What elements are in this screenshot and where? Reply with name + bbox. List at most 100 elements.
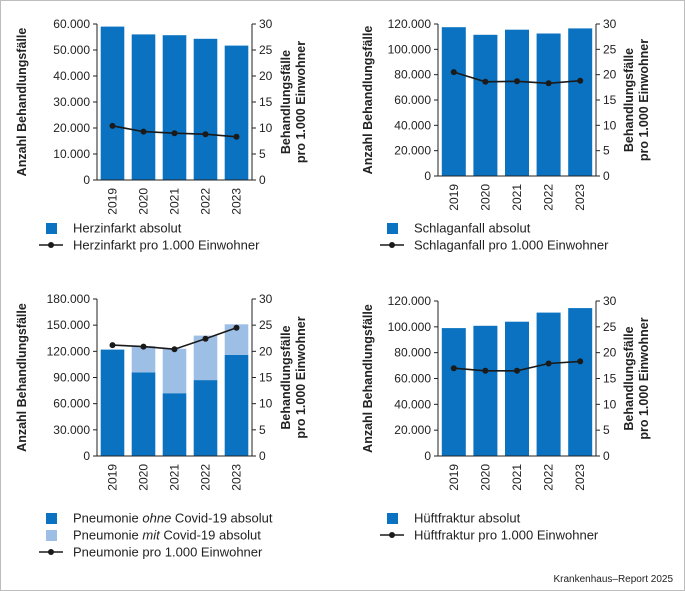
legend-label-part: Pneumonie bbox=[73, 528, 142, 543]
bar-1-2020 bbox=[473, 325, 498, 456]
chart-panel-4: 0 20.000 40.000 60.000 80.000 100.000 120.000 0… bbox=[361, 294, 651, 543]
legend-swatch bbox=[46, 530, 57, 541]
legend-label-part: Hüftfraktur pro 1.000 Einwohner bbox=[414, 528, 599, 543]
y-tick-label: 40.000 bbox=[53, 69, 90, 83]
bar-1-2021 bbox=[505, 321, 529, 456]
y-tick-label: 30.000 bbox=[53, 423, 90, 437]
y2-tick-label: 10 bbox=[259, 397, 273, 411]
x-tick-label: 2023 bbox=[573, 464, 587, 491]
y2-axis-title-line: pro 1.000 Einwohner bbox=[637, 39, 651, 161]
bar-2-2020 bbox=[131, 346, 156, 373]
y2-tick-label: 10 bbox=[603, 118, 617, 132]
bar-1-2022 bbox=[536, 312, 561, 456]
y-tick-label: 100.000 bbox=[388, 42, 432, 56]
y2-tick-label: 5 bbox=[259, 147, 266, 161]
bar-1-2021 bbox=[162, 35, 187, 181]
legend-label: Herzinfarkt absolut bbox=[73, 221, 182, 236]
line-point-2021 bbox=[171, 130, 178, 137]
legend-label-part: Covid-19 absolut bbox=[171, 511, 273, 526]
line-point-2023 bbox=[233, 133, 240, 140]
x-tick-label: 2019 bbox=[106, 464, 120, 491]
y-tick-label: 90.000 bbox=[53, 371, 90, 385]
legend-swatch bbox=[387, 513, 398, 524]
y-tick-label: 30.000 bbox=[53, 95, 90, 109]
bar-1-2019 bbox=[100, 349, 125, 456]
bar-2-2022 bbox=[193, 335, 218, 381]
legend-label-part: Hüftfraktur absolut bbox=[414, 511, 521, 526]
y-axis-title: Anzahl Behandlungsfälle bbox=[15, 28, 29, 177]
line-point-2019 bbox=[109, 122, 116, 129]
y2-tick-label: 20 bbox=[603, 68, 617, 82]
legend-label-part: Herzinfarkt absolut bbox=[73, 221, 182, 236]
bar-2-2021 bbox=[162, 348, 187, 394]
x-tick-label: 2022 bbox=[542, 464, 556, 491]
legend-label-part: Schlaganfall pro 1.000 Einwohner bbox=[414, 238, 609, 253]
y2-tick-label: 0 bbox=[603, 449, 610, 463]
y2-axis-title-line: Behandlungsfälle bbox=[622, 326, 636, 430]
bar-1-2020 bbox=[131, 372, 156, 456]
y2-tick-label: 15 bbox=[259, 371, 273, 385]
y2-axis-title-line: pro 1.000 Einwohner bbox=[294, 316, 308, 438]
y-tick-label: 60.000 bbox=[394, 372, 431, 386]
x-tick-label: 2021 bbox=[510, 184, 524, 211]
line-point-2021 bbox=[171, 346, 178, 353]
bar-1-2023 bbox=[568, 308, 593, 456]
bar-1-2020 bbox=[131, 34, 156, 181]
y2-tick-label: 0 bbox=[603, 169, 610, 183]
legend-line-marker bbox=[389, 242, 395, 248]
x-tick-label: 2019 bbox=[106, 188, 120, 215]
line-point-2022 bbox=[202, 131, 209, 138]
bar-1-2022 bbox=[536, 33, 561, 176]
y2-tick-label: 25 bbox=[259, 318, 273, 332]
y2-tick-label: 30 bbox=[259, 17, 273, 31]
legend-swatch bbox=[46, 513, 57, 524]
chart-panel-1: 0 10.000 20.000 30.000 40.000 50.000 60.000 0 5 1… bbox=[15, 17, 308, 253]
y-tick-label: 80.000 bbox=[394, 346, 431, 360]
y2-axis-title-line: pro 1.000 Einwohner bbox=[637, 317, 651, 439]
legend-label: Pneumonie ohne Covid-19 absolut bbox=[73, 511, 273, 526]
y-tick-label: 80.000 bbox=[394, 68, 431, 82]
legend-swatch bbox=[387, 223, 398, 234]
y-tick-label: 60.000 bbox=[394, 93, 431, 107]
y2-tick-label: 20 bbox=[259, 69, 273, 83]
y2-tick-label: 15 bbox=[603, 372, 617, 386]
bar-1-2021 bbox=[162, 393, 187, 456]
y-tick-label: 120.000 bbox=[388, 294, 432, 308]
x-tick-label: 2019 bbox=[447, 464, 461, 491]
legend-label-part: ohne bbox=[142, 511, 171, 526]
line-point-2019 bbox=[109, 342, 116, 349]
y2-tick-label: 30 bbox=[603, 294, 617, 308]
bar-2-2023 bbox=[224, 324, 249, 355]
line-point-2021 bbox=[514, 367, 520, 374]
y2-tick-label: 25 bbox=[259, 43, 273, 57]
bar-1-2019 bbox=[441, 27, 466, 177]
legend-label: Pneumonie mit Covid-19 absolut bbox=[73, 528, 261, 543]
y-tick-label: 120.000 bbox=[47, 344, 91, 358]
y2-axis-title-line: Behandlungsfälle bbox=[279, 325, 293, 429]
legend-label: Schlaganfall absolut bbox=[414, 221, 531, 236]
y-tick-label: 60.000 bbox=[53, 397, 90, 411]
y-tick-label: 0 bbox=[83, 173, 90, 187]
source-credit: Krankenhaus–Report 2025 bbox=[553, 574, 673, 585]
x-tick-label: 2021 bbox=[168, 188, 182, 215]
y2-tick-label: 10 bbox=[259, 121, 273, 135]
y-tick-label: 120.000 bbox=[388, 17, 432, 31]
y-tick-label: 50.000 bbox=[53, 43, 90, 57]
legend-label-part: Schlaganfall absolut bbox=[414, 221, 531, 236]
y-tick-label: 40.000 bbox=[394, 397, 431, 411]
y2-tick-label: 15 bbox=[259, 95, 273, 109]
bar-1-2022 bbox=[193, 38, 218, 180]
line-point-2020 bbox=[482, 78, 489, 85]
y-tick-label: 0 bbox=[424, 449, 431, 463]
bar-1-2023 bbox=[224, 45, 249, 180]
y2-tick-label: 20 bbox=[603, 346, 617, 360]
series-line bbox=[112, 327, 237, 351]
y-tick-label: 150.000 bbox=[47, 318, 91, 332]
bar-1-2019 bbox=[441, 328, 466, 456]
x-tick-label: 2020 bbox=[478, 184, 492, 211]
y-tick-label: 20.000 bbox=[53, 121, 90, 135]
chart-panel-3: 0 30.000 60.000 90.000 120.000 150.000 180.000… bbox=[15, 292, 308, 560]
y2-tick-label: 20 bbox=[259, 344, 273, 358]
line-point-2020 bbox=[140, 343, 147, 350]
legend-line-marker bbox=[48, 549, 54, 555]
